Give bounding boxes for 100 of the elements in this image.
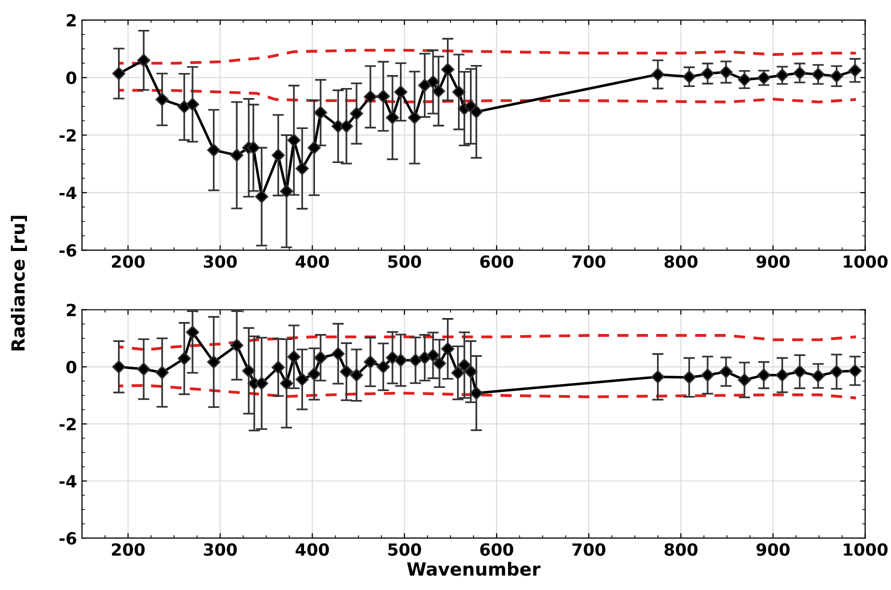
point: [719, 66, 733, 79]
point: [272, 148, 285, 162]
x-tick-label: 200: [112, 543, 145, 556]
point: [112, 66, 126, 80]
y-tick-label: -2: [60, 418, 76, 430]
point: [280, 376, 294, 390]
point: [314, 106, 328, 120]
point: [308, 141, 321, 154]
x-tick-label: 800: [664, 543, 698, 556]
point: [178, 352, 191, 366]
y-tick-label: 0: [66, 360, 76, 374]
point: [242, 364, 256, 378]
y-tick-label: -2: [60, 129, 76, 142]
x-tick-label: 800: [664, 255, 698, 268]
point: [848, 64, 862, 77]
point: [255, 190, 268, 204]
point: [246, 141, 260, 154]
point: [812, 68, 825, 82]
point: [470, 386, 483, 400]
x-tick-label: 500: [388, 543, 422, 556]
point: [776, 368, 789, 382]
point: [793, 66, 806, 80]
point: [386, 110, 400, 124]
point: [137, 54, 150, 67]
point: [812, 369, 825, 383]
point: [682, 70, 696, 84]
y-axis-title: Radiance [ru]: [10, 216, 27, 350]
x-tick-label: 700: [572, 543, 606, 556]
point: [458, 358, 471, 372]
point: [280, 184, 294, 198]
point: [651, 68, 664, 82]
point: [230, 148, 244, 162]
point: [408, 354, 422, 367]
point: [230, 338, 244, 352]
point: [376, 360, 390, 374]
point: [207, 355, 220, 369]
point: [441, 342, 454, 356]
point: [776, 68, 789, 82]
point: [470, 105, 483, 118]
x-tick-label: 300: [204, 543, 237, 556]
point: [340, 365, 353, 378]
point: [296, 372, 309, 386]
point: [112, 360, 126, 374]
y-tick-label: -6: [60, 244, 76, 257]
point: [719, 365, 733, 378]
point: [314, 351, 328, 364]
point: [287, 134, 300, 147]
point: [394, 85, 408, 99]
point: [441, 62, 454, 76]
point: [452, 85, 466, 99]
point: [186, 98, 200, 111]
point: [793, 365, 806, 378]
point: [137, 362, 150, 376]
point: [287, 350, 300, 364]
point: [364, 90, 377, 104]
line-series: [117, 384, 858, 400]
point: [376, 90, 390, 103]
line-series: [117, 88, 858, 104]
point: [701, 66, 714, 80]
x-tick-label: 400: [296, 255, 329, 268]
point: [156, 92, 169, 106]
point: [738, 73, 752, 86]
point: [464, 365, 478, 378]
point: [255, 376, 268, 390]
x-axis-title: Wavenumber: [407, 562, 541, 576]
y-tick-label: -4: [60, 475, 76, 488]
x-tick-label: 1000: [844, 543, 888, 556]
point: [701, 368, 714, 382]
point: [364, 355, 377, 369]
point: [432, 356, 446, 370]
point: [386, 351, 400, 364]
y-tick-label: 2: [66, 14, 76, 26]
point: [408, 110, 422, 124]
x-tick-label: 300: [204, 255, 237, 268]
line-series: [117, 334, 858, 352]
point: [848, 364, 862, 378]
point: [830, 365, 844, 378]
x-tick-label: 900: [756, 543, 790, 556]
point: [350, 106, 364, 120]
point: [350, 368, 364, 382]
x-tick-label: 500: [388, 255, 422, 268]
point: [426, 348, 440, 362]
point: [308, 367, 321, 381]
point: [178, 100, 191, 114]
point: [830, 70, 844, 83]
x-tick-label: 400: [296, 543, 329, 556]
x-tick-label: 600: [480, 543, 514, 556]
point: [186, 326, 200, 339]
x-tick-label: 200: [112, 255, 145, 268]
point: [682, 370, 696, 384]
point: [426, 75, 440, 88]
point: [757, 368, 770, 382]
line-series: [117, 48, 858, 65]
point: [207, 143, 220, 157]
point: [394, 354, 408, 367]
x-tick-label: 700: [572, 255, 606, 268]
point: [738, 373, 752, 387]
point: [332, 347, 345, 360]
point: [651, 370, 664, 384]
x-tick-label: 900: [756, 255, 790, 268]
